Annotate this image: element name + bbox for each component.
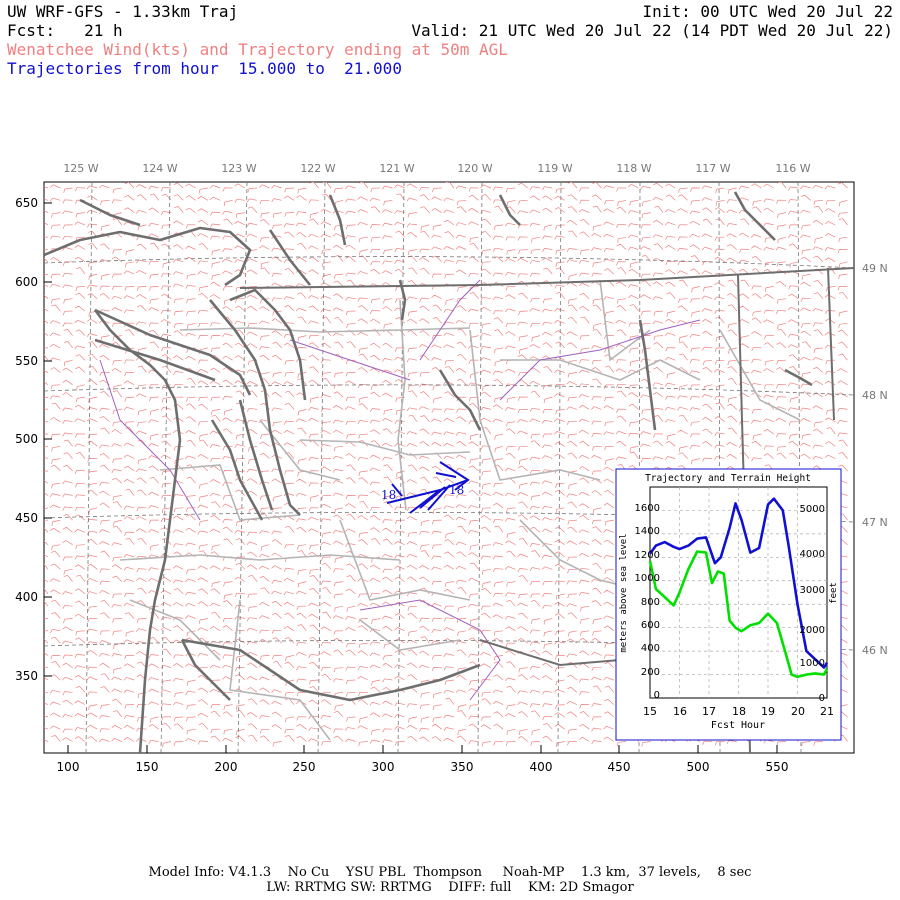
inset-x-tick: 15 bbox=[643, 705, 657, 718]
inset-x-tick: 20 bbox=[791, 705, 805, 718]
x-tick: 100 bbox=[57, 760, 80, 774]
lat-label: 49 N bbox=[862, 262, 888, 275]
y-tick: 650 bbox=[15, 196, 38, 210]
terrain-height-line bbox=[648, 550, 829, 679]
lon-label: 119 W bbox=[537, 162, 572, 175]
inset-left-tick: 0 bbox=[654, 690, 660, 701]
trajectory-label: 18 bbox=[381, 488, 396, 502]
lon-label: 117 W bbox=[695, 162, 730, 175]
trajectory-arrows bbox=[386, 461, 470, 514]
y-tick: 500 bbox=[15, 432, 38, 446]
y-tick: 450 bbox=[15, 511, 38, 525]
inset-right-tick: 5000 bbox=[800, 504, 825, 515]
county-boundaries bbox=[119, 279, 801, 741]
inset-ylabel-left: meters above sea level bbox=[619, 533, 629, 652]
trajectory-height-line bbox=[648, 497, 829, 669]
y-tick: 600 bbox=[15, 275, 38, 289]
x-tick: 250 bbox=[293, 760, 316, 774]
inset-grid bbox=[650, 487, 827, 698]
map-title: UW WRF-GFS - 1.33km Traj bbox=[7, 2, 239, 21]
lat-label: 47 N bbox=[862, 516, 888, 529]
inset-left-tick: 400 bbox=[641, 643, 660, 654]
model-info: Model Info: V4.1.3 No Cu YSU PBL Thompso… bbox=[148, 865, 752, 880]
inset-xlabel: Fcst Hour bbox=[711, 720, 765, 731]
inset-panel: Trajectory and Terrain Height 1600 1400 … bbox=[615, 468, 842, 741]
inset-right-tick: 3000 bbox=[800, 585, 825, 596]
lon-label: 123 W bbox=[221, 162, 256, 175]
inset-left-tick: 1200 bbox=[635, 550, 660, 561]
valid-time: Valid: 21 UTC Wed 20 Jul 22 (14 PDT Wed … bbox=[411, 21, 893, 40]
inset-x-tick: 21 bbox=[820, 705, 834, 718]
inset-x-tick: 17 bbox=[702, 705, 716, 718]
x-tick: 450 bbox=[608, 760, 631, 774]
lon-label: 124 W bbox=[142, 162, 177, 175]
lon-label: 118 W bbox=[616, 162, 651, 175]
x-tick: 150 bbox=[136, 760, 159, 774]
map-subtitle: Wenatchee Wind(kts) and Trajectory endin… bbox=[7, 40, 508, 59]
trajectory-label: 18 bbox=[449, 483, 464, 497]
trajectory-range: Trajectories from hour 15.000 to 21.000 bbox=[7, 59, 402, 78]
lon-label: 125 W bbox=[63, 162, 98, 175]
inset-x-tick: 16 bbox=[673, 705, 687, 718]
inset-left-tick: 600 bbox=[641, 620, 660, 631]
rivers bbox=[99, 279, 701, 701]
lon-label: 122 W bbox=[300, 162, 335, 175]
y-tick: 550 bbox=[15, 354, 38, 368]
inset-left-tick: 1400 bbox=[635, 526, 660, 537]
inset-series bbox=[648, 497, 829, 679]
forecast-hour: Fcst: 21 h bbox=[7, 21, 123, 40]
y-tick: 400 bbox=[15, 590, 38, 604]
x-tick: 550 bbox=[766, 760, 789, 774]
lon-label: 116 W bbox=[775, 162, 810, 175]
x-tick: 200 bbox=[215, 760, 238, 774]
inset-title: Trajectory and Terrain Height bbox=[645, 473, 811, 484]
inset-right-tick: 4000 bbox=[800, 549, 825, 560]
lon-label: 121 W bbox=[379, 162, 414, 175]
inset-right-tick: 1000 bbox=[800, 658, 825, 669]
x-tick: 350 bbox=[451, 760, 474, 774]
inset-left-tick: 800 bbox=[641, 597, 660, 608]
coastline bbox=[44, 191, 813, 753]
x-tick: 300 bbox=[372, 760, 395, 774]
y-tick: 350 bbox=[15, 669, 38, 683]
lat-label: 46 N bbox=[862, 644, 888, 657]
inset-left-tick: 1000 bbox=[635, 573, 660, 584]
physics-info: LW: RRTMG SW: RRTMG DIFF: full KM: 2D Sm… bbox=[266, 880, 634, 895]
inset-left-tick: 200 bbox=[641, 667, 660, 678]
inset-left-tick: 1600 bbox=[635, 503, 660, 514]
inset-right-tick: 2000 bbox=[800, 625, 825, 636]
inset-x-tick: 18 bbox=[732, 705, 746, 718]
inset-ylabel-right: feet bbox=[829, 582, 839, 604]
lat-label: 48 N bbox=[862, 389, 888, 402]
x-tick: 400 bbox=[530, 760, 553, 774]
inset-x-tick: 19 bbox=[761, 705, 775, 718]
x-tick: 500 bbox=[687, 760, 710, 774]
init-time: Init: 00 UTC Wed 20 Jul 22 bbox=[642, 2, 893, 21]
inset-right-tick: 0 bbox=[819, 693, 825, 704]
lon-label: 120 W bbox=[457, 162, 492, 175]
